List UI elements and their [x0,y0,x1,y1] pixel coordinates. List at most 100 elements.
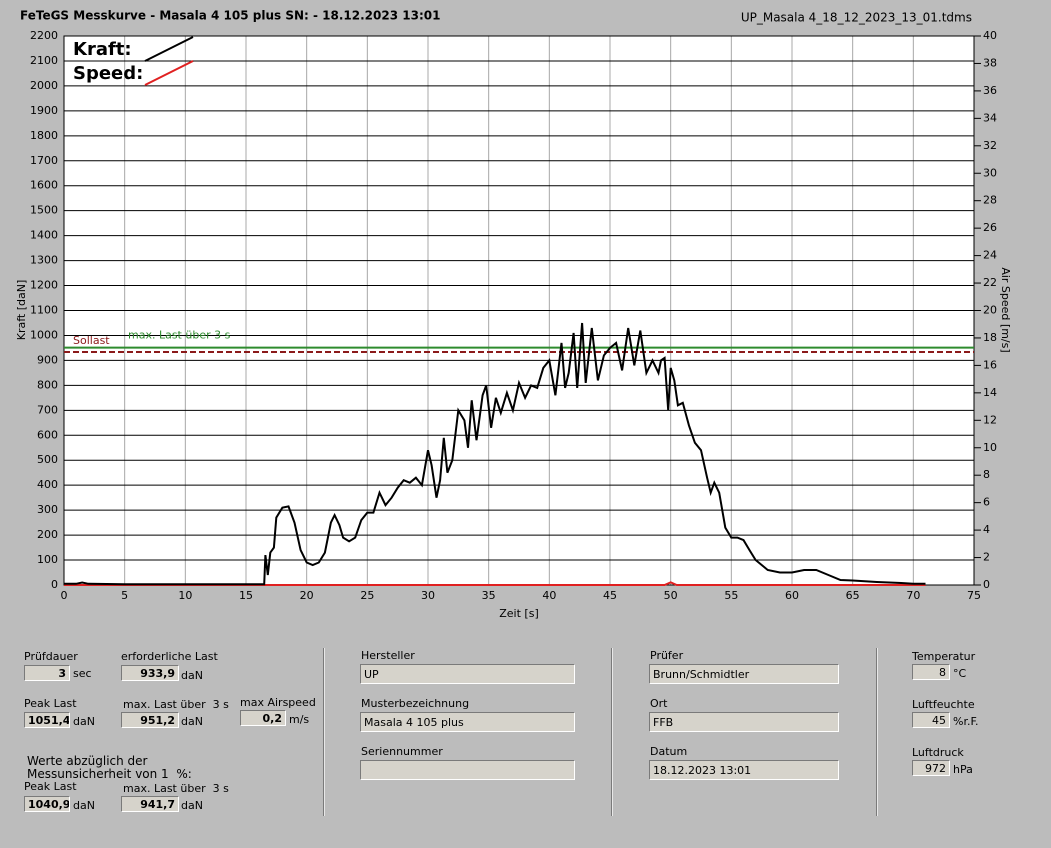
y-tick-label: 500 [37,453,58,466]
y-axis-label: Kraft [daN] [15,280,28,341]
y-tick-label: 300 [37,503,58,516]
y-tick-label: 1300 [30,254,58,267]
label: Datum [650,745,688,758]
x-tick-label: 25 [360,589,374,602]
legend-swatch [144,36,194,62]
y-tick-label: 1400 [30,229,58,242]
label: Ort [650,697,668,710]
x-tick-label: 10 [178,589,192,602]
x-tick-label: 5 [121,589,128,602]
x-tick-label: 65 [846,589,860,602]
x-tick-label: 40 [542,589,556,602]
separator [611,648,613,816]
field: 972 [912,760,950,776]
data-line [64,581,926,586]
y2-tick-label: 40 [983,29,997,42]
field: 1040,9 [24,796,70,812]
x-tick-label: 20 [300,589,314,602]
unit: °C [953,667,967,680]
y-tick-label: 1900 [30,104,58,117]
y-tick-label: 1200 [30,279,58,292]
unit: daN [73,715,95,728]
label: Prüfdauer [24,650,78,663]
y2-tick-label: 18 [983,331,997,344]
y-tick-label: 2000 [30,79,58,92]
x-tick-label: 30 [421,589,435,602]
x-tick-label: 60 [785,589,799,602]
unit: %r.F. [953,715,979,728]
field: 933,9 [121,665,179,681]
reference-label: Sollast [73,334,110,347]
x-tick-label: 70 [906,589,920,602]
y-tick-label: 400 [37,478,58,491]
y2-tick-label: 14 [983,386,997,399]
y2-tick-label: 20 [983,304,997,317]
field: 941,7 [121,796,179,812]
label: Luftfeuchte [912,698,975,711]
y-tick-label: 1600 [30,179,58,192]
y2-tick-label: 8 [983,468,990,481]
x-tick-label: 45 [603,589,617,602]
y2-tick-label: 22 [983,276,997,289]
y2-tick-label: 24 [983,249,997,262]
field: 3 [24,665,70,681]
field: 45 [912,712,950,728]
unit: m/s [289,713,310,726]
y2-tick-label: 10 [983,441,997,454]
y-tick-label: 1700 [30,154,58,167]
unit: hPa [953,763,973,776]
label: Luftdruck [912,746,964,759]
unit: daN [73,799,95,812]
x-tick-label: 15 [239,589,253,602]
note: Werte abzüglich der [27,754,148,768]
field: 8 [912,664,950,680]
y2-tick-label: 12 [983,413,997,426]
data-line [64,322,926,586]
y-tick-label: 1100 [30,304,58,317]
label: Hersteller [361,649,415,662]
y2-tick-label: 6 [983,496,990,509]
label: max. Last über 3 s [123,782,229,795]
x-tick-label: 75 [967,589,981,602]
unit: daN [181,669,203,682]
note: Messunsicherheit von 1 %: [27,767,192,781]
legend-label: Speed: [73,63,143,84]
field: 1051,4 [24,712,70,728]
x-tick-label: 35 [482,589,496,602]
y2-tick-label: 32 [983,139,997,152]
x-tick-label: 50 [664,589,678,602]
y-tick-label: 1800 [30,129,58,142]
y-tick-label: 2100 [30,54,58,67]
y2-tick-label: 0 [983,578,990,591]
chart: FeTeGS Messkurve - Masala 4 105 plus SN:… [15,9,1012,621]
y2-tick-label: 26 [983,221,997,234]
separator [876,648,878,816]
label: max Airspeed [240,696,316,709]
y-tick-label: 0 [51,578,58,591]
y2-tick-label: 2 [983,551,990,564]
y-tick-label: 600 [37,428,58,441]
field: Brunn/Schmidtler [649,664,839,684]
unit: daN [181,715,203,728]
label: Peak Last [24,697,77,710]
y-tick-label: 200 [37,528,58,541]
y-tick-label: 1500 [30,204,58,217]
legend-label: Kraft: [73,39,132,60]
y2-tick-label: 4 [983,523,990,536]
label: Peak Last [24,780,77,793]
y-tick-label: 1000 [30,328,58,341]
y2-tick-label: 30 [983,166,997,179]
field: 18.12.2023 13:01 [649,760,839,780]
y-tick-label: 700 [37,403,58,416]
y2-tick-label: 34 [983,111,997,124]
x-axis-label: Zeit [s] [499,607,538,620]
window-title: FeTeGS Messkurve - Masala 4 105 plus SN:… [20,9,440,23]
legend-swatch [144,60,194,86]
label: max. Last über 3 s [123,698,229,711]
y2-tick-label: 36 [983,84,997,97]
unit: daN [181,799,203,812]
label: Prüfer [650,649,684,662]
field: UP [360,664,575,684]
field: 0,2 [240,710,286,726]
